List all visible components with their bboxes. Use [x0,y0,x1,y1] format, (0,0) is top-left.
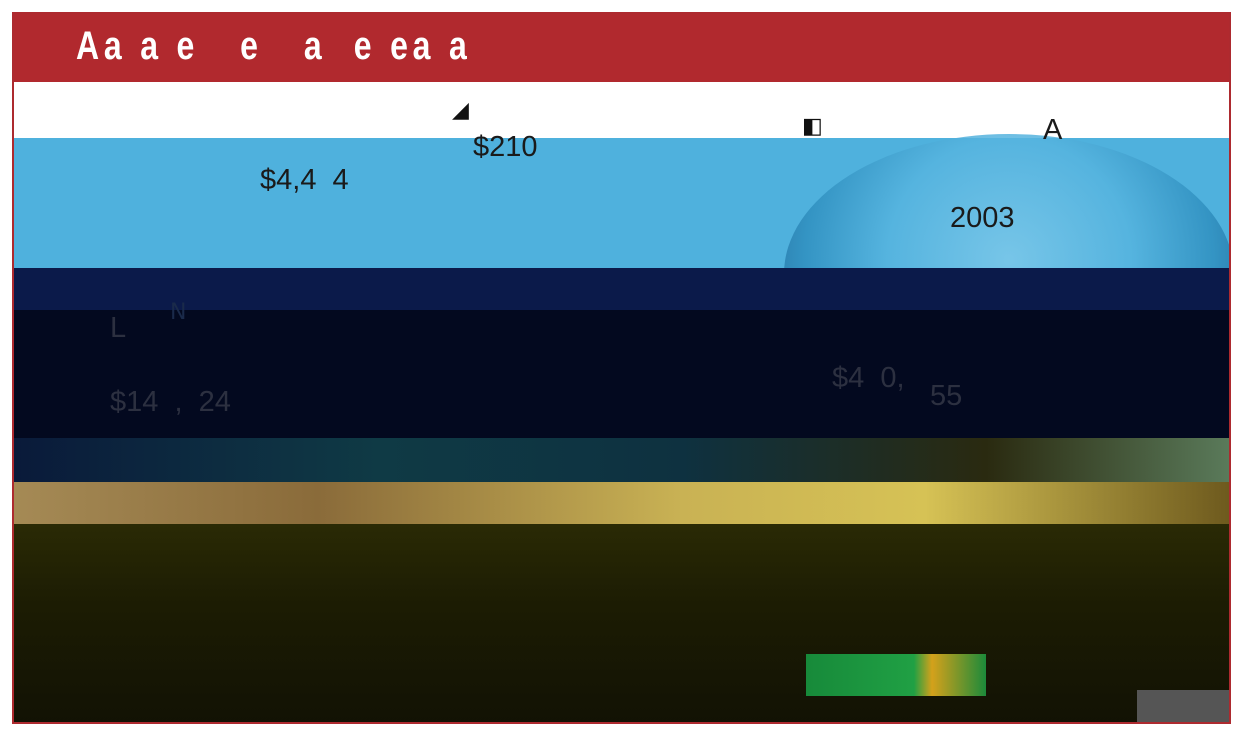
header-bar: Aa a e e a e ea a [14,14,1229,82]
small-square-icon: ◧ [802,114,823,139]
bottom-right-amount-a: $4 0, [832,362,905,394]
bottom-left-amount: $14 , 24 [110,386,231,418]
bottom-image-area [14,524,1229,722]
dark-band [14,310,1229,438]
grey-block [1137,690,1229,722]
year-label: 2003 [950,202,1015,234]
left-amount: $4,4 4 [260,164,349,196]
teal-strip [14,438,1229,482]
navy-band [14,268,1229,313]
n-icon: N [170,300,187,325]
small-bar-icon: ◢ [452,98,469,123]
l-label: L [110,312,127,344]
green-block [806,654,986,696]
bottom-right-amount-b: 55 [930,380,963,412]
infographic-frame: Aa a e e a e ea a ◢ ◧ N $210 $4,4 4 A 20… [12,12,1231,724]
letter-a: A [1043,114,1063,146]
top-amount: $210 [473,131,538,163]
header-title: Aa a e e a e ea a [76,24,472,68]
tan-strip [14,482,1229,524]
